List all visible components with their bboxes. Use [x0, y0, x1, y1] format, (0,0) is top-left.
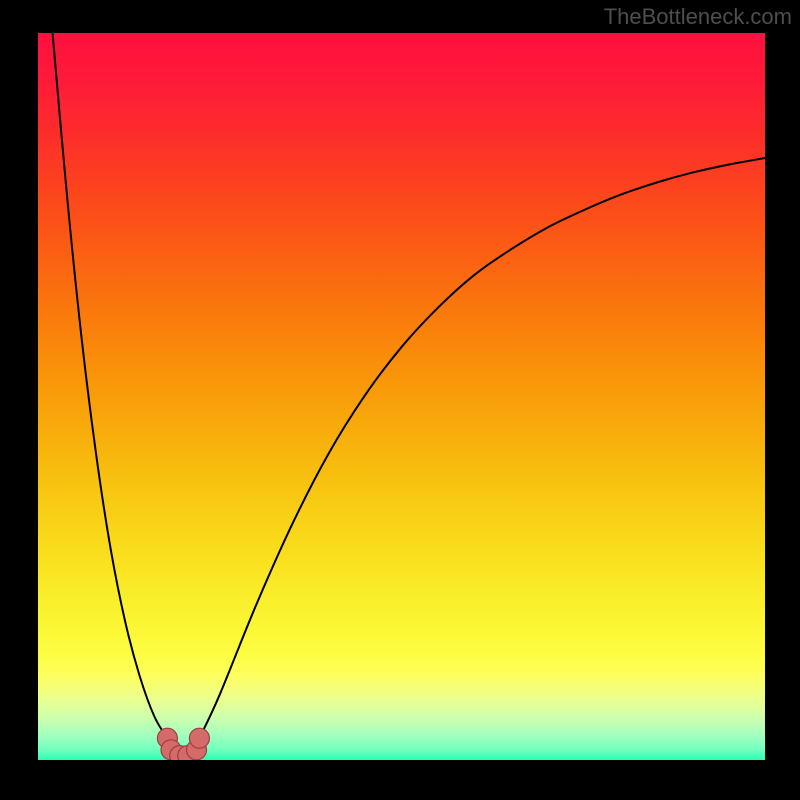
chart-container: TheBottleneck.com	[0, 0, 800, 800]
watermark-text: TheBottleneck.com	[604, 4, 792, 30]
bottleneck-chart	[38, 33, 765, 760]
chart-background	[38, 33, 765, 760]
marker-point	[189, 728, 209, 748]
